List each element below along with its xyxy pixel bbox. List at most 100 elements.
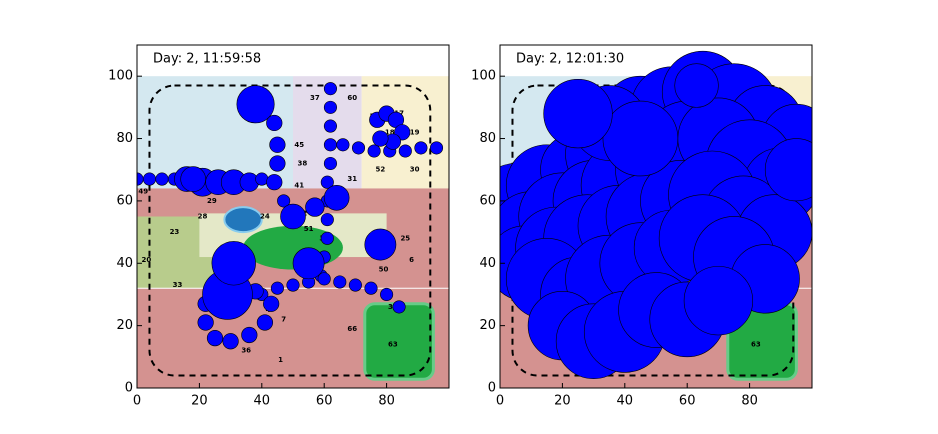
bubble [266, 174, 283, 191]
map-label: 45 [294, 141, 304, 149]
map-label: 50 [379, 266, 389, 274]
bubble [292, 247, 325, 280]
y-tick-label: 40 [116, 256, 133, 271]
bubble [323, 156, 337, 171]
y-tick-label: 60 [479, 193, 496, 208]
axes-frame [499, 44, 813, 389]
map-label: 52 [375, 166, 385, 174]
bubble [323, 82, 337, 96]
x-tick-label: 60 [316, 394, 333, 409]
bubble [320, 231, 334, 245]
x-tick-label: 80 [378, 394, 395, 409]
map-zone [293, 76, 362, 189]
bubble [392, 300, 406, 314]
map-label: 66 [347, 325, 357, 333]
x-tick-label: 20 [191, 394, 208, 409]
map-label: 1 [278, 356, 283, 364]
bubble [239, 172, 259, 192]
map-label: 41 [294, 181, 304, 189]
bubble [323, 100, 337, 114]
map-label: 24 [260, 213, 270, 221]
y-tick-label: 20 [479, 318, 496, 333]
map-label: 60 [347, 94, 357, 102]
x-tick-label: 40 [254, 394, 271, 409]
bubble [241, 326, 258, 344]
bubble [323, 119, 337, 133]
bubble [155, 172, 169, 186]
plot-area: 3760161517181945384142315230214929282324… [137, 76, 449, 388]
chart-title: Day: 2, 11:59:58 [153, 52, 261, 67]
bubble [367, 144, 381, 158]
bubble [348, 278, 362, 292]
bubble [222, 333, 239, 350]
map-label: 49 [138, 188, 148, 196]
bubble [380, 287, 394, 301]
bubble [372, 130, 389, 147]
bubble [414, 141, 428, 155]
bubble [197, 314, 214, 331]
bubble [351, 141, 366, 155]
bubble [543, 78, 613, 149]
map-label: 63 [751, 340, 761, 348]
bubble [305, 197, 325, 217]
map-label: 6 [409, 256, 414, 264]
y-tick-label: 100 [471, 69, 496, 84]
y-tick-label: 80 [479, 131, 496, 146]
bubble [142, 172, 157, 186]
map-label: 31 [347, 175, 357, 183]
map-label: 38 [297, 159, 307, 167]
bubble [255, 172, 269, 186]
bubble [333, 275, 347, 289]
bubble [236, 85, 275, 124]
map-label: 33 [173, 281, 183, 289]
map-label: 51 [304, 225, 314, 233]
map-label: 36 [241, 347, 251, 355]
chart-title: Day: 2, 12:01:30 [516, 52, 624, 67]
plot-area: 63 [500, 50, 812, 388]
y-tick-label: 20 [116, 318, 133, 333]
bubble [320, 213, 334, 227]
bubble [256, 314, 274, 331]
bubble [317, 272, 331, 286]
bubble [286, 278, 300, 292]
map-track [148, 84, 432, 377]
map-label: 7 [281, 315, 286, 323]
bubble [266, 114, 283, 132]
axes-frame [136, 44, 450, 389]
y-tick-label: 80 [116, 131, 133, 146]
bubble [764, 138, 812, 202]
map-label: 30 [410, 166, 420, 174]
bubble [364, 228, 397, 261]
x-tick-label: 80 [741, 394, 758, 409]
bubble [323, 138, 337, 152]
x-tick-label: 60 [679, 394, 696, 409]
bubble [336, 138, 350, 152]
bubble [277, 194, 291, 208]
x-tick-label: 0 [496, 394, 504, 409]
bubble [206, 330, 224, 347]
map-pond [223, 206, 263, 234]
bubble [602, 100, 679, 177]
bubble [364, 281, 378, 295]
bubble [323, 185, 350, 211]
map-label: 28 [198, 213, 208, 221]
x-tick-label: 20 [554, 394, 571, 409]
bubble [674, 63, 719, 108]
bubble [180, 166, 206, 192]
map-label: 23 [170, 228, 180, 236]
y-tick-label: 0 [488, 381, 496, 396]
bubble [263, 295, 280, 312]
y-tick-label: 0 [125, 381, 133, 396]
bubble [211, 241, 256, 286]
bubble [320, 175, 334, 189]
map-label: 37 [310, 94, 320, 102]
bubble [269, 155, 286, 172]
map-label: 25 [400, 234, 410, 242]
map-label: 20 [141, 256, 151, 264]
map-label: 63 [388, 340, 398, 348]
bubble [269, 136, 286, 153]
map-label: 29 [207, 197, 217, 205]
bubble [398, 144, 412, 158]
